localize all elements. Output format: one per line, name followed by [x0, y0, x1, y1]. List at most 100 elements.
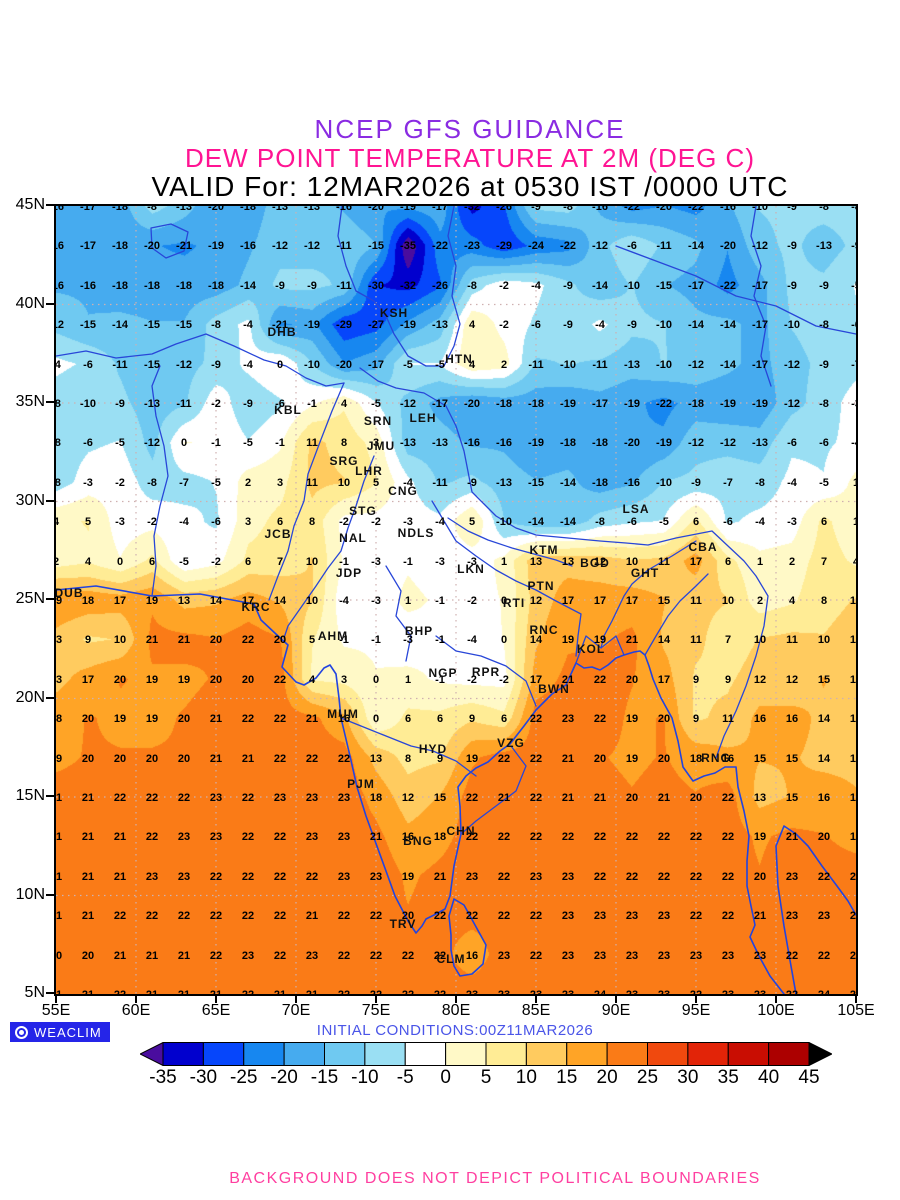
aral-lake-outline [150, 223, 189, 259]
lon-tick-mark [615, 994, 617, 1003]
top-right-river-path [750, 206, 772, 387]
state-border-3 [340, 717, 477, 777]
colorbar-tick-label: 0 [440, 1067, 451, 1088]
indochina-coast-path [775, 825, 856, 994]
colorbar-cell [525, 1042, 568, 1066]
colorbar-tick-label: -35 [149, 1067, 177, 1088]
lat-tick-mark [46, 401, 55, 403]
colorbar-cell [364, 1042, 406, 1066]
lon-tick-label: 70E [281, 1002, 311, 1019]
disclaimer-text: BACKGROUND DOES NOT DEPICT POLITICAL BOU… [229, 1170, 761, 1187]
colorbar-cell [404, 1042, 447, 1066]
lon-tick-label: 90E [601, 1002, 631, 1019]
lat-tick-mark [46, 204, 55, 206]
lon-tick-label: 95E [681, 1002, 711, 1019]
lat-tick-mark [46, 696, 55, 699]
lon-tick-label: 75E [361, 1002, 391, 1019]
lon-tick-label: 60E [121, 1002, 151, 1019]
weaclim-logo: WEACLIM [10, 1022, 110, 1042]
lat-tick-mark [46, 893, 55, 896]
lat-tick-label: 40N [15, 294, 45, 312]
initial-conditions-text: INITIAL CONDITIONS:00Z11MAR2026 [316, 1022, 594, 1039]
colorbar-tick-label: 25 [636, 1067, 659, 1088]
colorbar-cell [324, 1042, 366, 1066]
brahmaputra-river-path [600, 540, 697, 649]
lon-tick-mark [375, 994, 377, 1003]
colorbar-tick-label: 45 [798, 1067, 820, 1088]
lon-tick-label: 80E [441, 1002, 471, 1019]
colorbar-cell [768, 1042, 810, 1066]
nepal-border-path [447, 517, 573, 567]
colorbar-cell [566, 1042, 608, 1066]
model-title: NCEP GFS GUIDANCE [314, 114, 626, 144]
ganges-river-path [431, 500, 582, 657]
lat-tick-label: 15N [15, 787, 45, 804]
lat-tick-mark [46, 598, 55, 600]
lat-tick-label: 20N [15, 688, 45, 706]
lon-tick-label: 85E [521, 1002, 551, 1019]
lon-tick-label: 100E [757, 1002, 795, 1019]
pak-india-border-path [283, 455, 375, 639]
colorbar-cell [687, 1042, 729, 1066]
lat-tick-mark [46, 302, 55, 305]
lat-tick-label: 10N [15, 885, 45, 903]
xinjiang-border-path [337, 206, 461, 367]
colorbar-tick-label: -20 [270, 1067, 298, 1088]
northeast-border-path [644, 573, 709, 656]
lat-tick-label: 30N [15, 491, 45, 509]
colorbar-tick-label: 10 [515, 1067, 537, 1088]
weaclim-logo-text: WEACLIM [34, 1024, 102, 1040]
lat-lon-gridlines [56, 206, 856, 994]
colorbar-cell [202, 1042, 245, 1066]
colorbar-tick-label: 20 [596, 1067, 618, 1088]
lon-tick-mark [295, 994, 297, 1003]
lat-tick-label: 35N [15, 393, 45, 410]
variable-title: DEW POINT TEMPERATURE AT 2M (DEG C) [185, 143, 755, 173]
weaclim-circle-icon [15, 1025, 28, 1039]
state-border-2 [435, 635, 537, 707]
colorbar-cell [727, 1042, 770, 1066]
lat-tick-mark [46, 992, 55, 994]
colorbar-cell [485, 1042, 527, 1066]
indus-river-path [268, 382, 345, 601]
lon-tick-label: 65E [201, 1002, 231, 1019]
colorbar-tick-label: -30 [189, 1067, 218, 1088]
afghan-border-path [151, 365, 169, 597]
lon-tick-mark [855, 994, 857, 1003]
lon-tick-mark [775, 994, 777, 1003]
himalaya-border-path [359, 367, 769, 759]
colorbar-tick-label: -10 [351, 1067, 379, 1088]
colorbar: -35 -30 -25 -20 -15 -10 -5 0 5 10 15 20 25 30 35 40 45 [138, 1041, 834, 1098]
colorbar-cell [283, 1042, 325, 1066]
top-right-border-path [615, 245, 856, 335]
colorbar-tick-label: -15 [310, 1067, 339, 1088]
colorbar-cell [606, 1042, 648, 1066]
lon-tick-label: 55E [41, 1002, 71, 1019]
colorbar-tick-label: 40 [758, 1067, 780, 1088]
lon-tick-mark [215, 994, 217, 1003]
colorbar-tick-label: 15 [556, 1067, 578, 1088]
colorbar-cell [243, 1042, 285, 1066]
map-panel: -16-17-18-8-13-20-18-13-13-16-20-19-17-3… [54, 204, 858, 996]
lon-tick-mark [455, 994, 457, 1003]
colorbar-tick-label: -5 [396, 1067, 414, 1088]
valid-time-title: VALID For: 12MAR2026 at 0530 IST /0000 U… [151, 171, 789, 202]
bangladesh-border-path [575, 635, 625, 664]
srilanka-coast-path [448, 898, 487, 977]
lat-tick-label: 25N [15, 590, 45, 607]
colorbar-tick-label: 35 [717, 1067, 739, 1088]
lon-tick-mark [135, 994, 137, 1003]
lat-tick-label: 5N [24, 984, 45, 1001]
lon-tick-label: 105E [837, 1002, 875, 1019]
lat-tick-mark [46, 795, 55, 797]
northwest-border-path [56, 333, 345, 387]
colorbar-tick-label: -25 [230, 1067, 258, 1088]
lon-tick-mark [535, 994, 537, 1003]
colorbar-tick-label: 30 [677, 1067, 699, 1088]
lat-tick-mark [46, 499, 55, 502]
colorbar-cell [647, 1042, 689, 1066]
lon-tick-mark [695, 994, 697, 1003]
state-border-1 [385, 565, 412, 662]
political-boundaries-overlay [56, 206, 856, 994]
